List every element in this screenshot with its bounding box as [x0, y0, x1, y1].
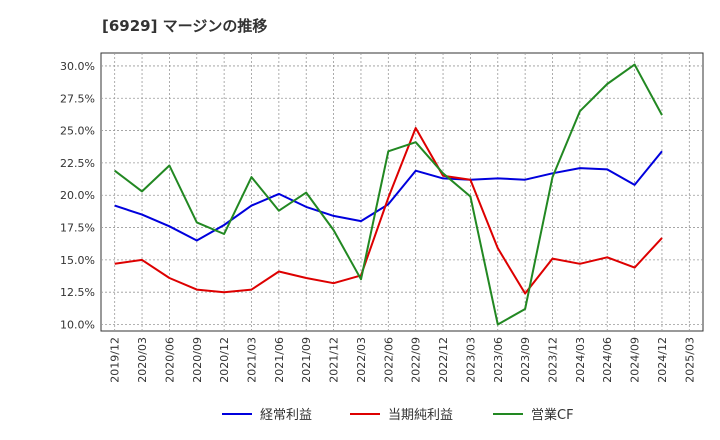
- x-tick-label: 2024/09: [629, 337, 642, 383]
- x-tick-label: 2019/12: [109, 337, 122, 383]
- x-tick-label: 2022/12: [437, 337, 450, 383]
- series-layer: [114, 63, 663, 326]
- x-tick-label: 2021/03: [246, 337, 259, 383]
- y-tick-label: 25.0%: [60, 125, 95, 138]
- y-tick-label: 30.0%: [60, 60, 95, 73]
- series-line-1: [114, 150, 663, 242]
- y-tick-label: 17.5%: [60, 222, 95, 235]
- y-tick-label: 22.5%: [60, 157, 95, 170]
- x-tick-label: 2022/09: [410, 337, 423, 383]
- x-tick-label: 2023/03: [464, 337, 477, 383]
- axis-layer: 10.0% 12.5% 15.0% 17.5% 20.0% 22.5% 25.0% 27.5%…: [60, 60, 696, 383]
- x-tick-label: 2022/06: [382, 337, 395, 383]
- x-tick-label: 2024/12: [656, 337, 669, 383]
- y-tick-label: 10.0%: [60, 319, 95, 332]
- x-tick-label: 2021/06: [273, 337, 286, 383]
- x-tick-label: 2023/06: [492, 337, 505, 383]
- x-tick-label: 2021/12: [328, 337, 341, 383]
- legend-label-1: 経常利益: [260, 408, 312, 423]
- x-tick-label: 2020/12: [218, 337, 231, 383]
- chart-title: [6929] マージンの推移: [102, 17, 268, 35]
- series-line-3: [114, 63, 663, 326]
- y-tick-label: 15.0%: [60, 254, 95, 267]
- x-tick-label: 2024/03: [574, 337, 587, 383]
- grid-layer: [100, 52, 704, 332]
- y-tick-label: 20.0%: [60, 189, 95, 202]
- y-tick-label: 12.5%: [60, 286, 95, 299]
- x-tick-label: 2022/03: [355, 337, 368, 383]
- series-line-2: [114, 127, 663, 295]
- plot-frame: [100, 52, 704, 332]
- x-tick-label: 2020/06: [163, 337, 176, 383]
- x-tick-label: 2025/03: [683, 337, 696, 383]
- legend: 経常利益 当期純利益 営業CF: [222, 407, 574, 423]
- x-tick-label: 2024/06: [601, 337, 614, 383]
- legend-label-2: 当期純利益: [388, 408, 453, 423]
- x-tick-label: 2021/09: [300, 337, 313, 383]
- x-tick-label: 2020/03: [136, 337, 149, 383]
- legend-label-3: 営業CF: [531, 407, 574, 423]
- x-tick-label: 2023/12: [547, 337, 560, 383]
- x-tick-label: 2023/09: [519, 337, 532, 383]
- x-tick-label: 2020/09: [191, 337, 204, 383]
- y-tick-label: 27.5%: [60, 92, 95, 105]
